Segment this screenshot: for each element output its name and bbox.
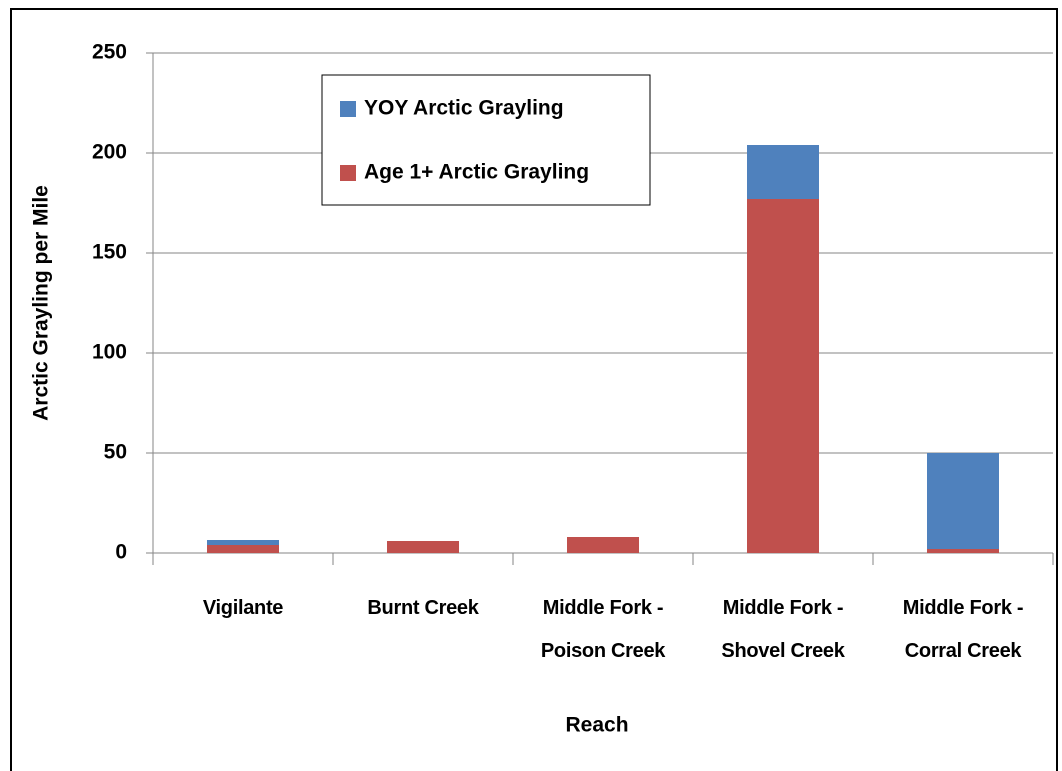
bar-segment bbox=[747, 199, 819, 553]
x-tick-label: Vigilante bbox=[202, 597, 284, 619]
y-tick-label: 250 bbox=[92, 41, 127, 64]
y-tick-label: 200 bbox=[92, 141, 127, 164]
x-tick-label: Middle Fork - Poison Creek bbox=[540, 597, 666, 662]
legend-label: Age 1+ Arctic Grayling bbox=[364, 161, 589, 184]
legend-label: YOY Arctic Grayling bbox=[364, 97, 564, 120]
bar-segment bbox=[747, 145, 819, 199]
y-tick-label: 0 bbox=[115, 541, 127, 564]
legend-box bbox=[321, 74, 651, 206]
x-axis-title: Reach bbox=[565, 714, 628, 737]
bar-segment bbox=[567, 537, 639, 553]
legend-swatch bbox=[340, 165, 356, 181]
bar-segment bbox=[207, 540, 279, 545]
y-tick-label: 50 bbox=[104, 441, 127, 464]
y-tick-label: 150 bbox=[92, 241, 127, 264]
x-tick-label: Middle Fork - Corral Creek bbox=[902, 597, 1024, 662]
legend-swatch bbox=[340, 101, 356, 117]
bar-segment bbox=[927, 453, 999, 549]
y-tick-label: 100 bbox=[92, 341, 127, 364]
bar-segment bbox=[387, 541, 459, 553]
bar-segment bbox=[207, 545, 279, 553]
y-axis-title: Arctic Grayling per Mile bbox=[30, 185, 53, 421]
bar-segment bbox=[927, 549, 999, 553]
frame bbox=[10, 8, 1058, 771]
x-tick-label: Burnt Creek bbox=[367, 597, 479, 619]
x-tick-label: Middle Fork - Shovel Creek bbox=[721, 597, 845, 662]
